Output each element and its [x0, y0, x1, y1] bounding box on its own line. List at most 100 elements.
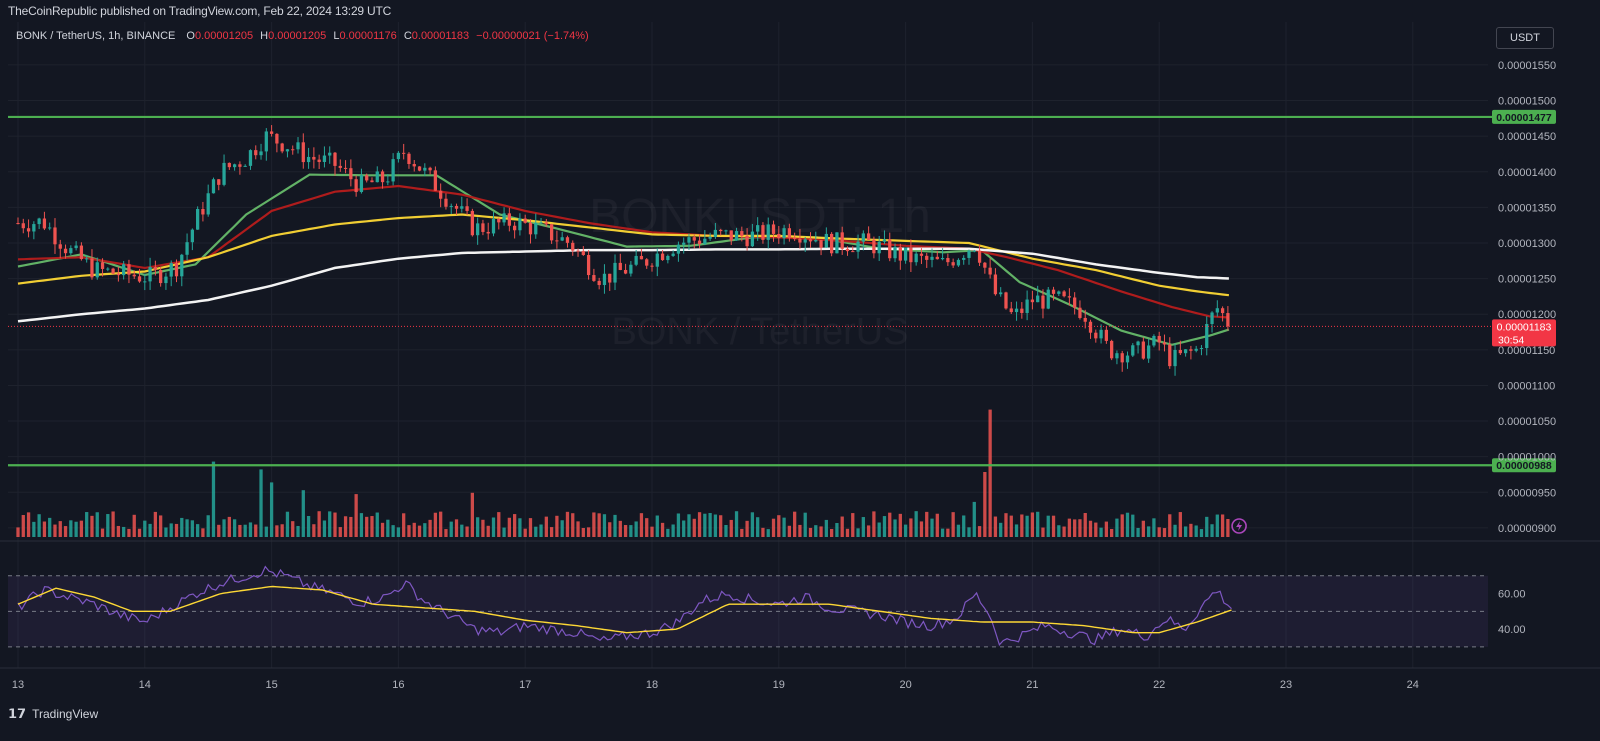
price-tick-label: 0.00001550: [1498, 60, 1556, 72]
flash-bolt-icon: [1236, 521, 1243, 531]
volume-bar: [106, 514, 110, 537]
time-tick-label: 20: [899, 679, 911, 691]
volume-bar: [824, 519, 828, 537]
volume-bar: [835, 523, 839, 537]
tradingview-logo[interactable]: 𝟭𝟳 TradingView: [8, 706, 98, 722]
candle-body: [993, 274, 998, 295]
volume-bar: [338, 527, 342, 537]
volume-bar: [676, 513, 681, 537]
candle-body: [1046, 289, 1050, 309]
time-tick-label: 22: [1153, 679, 1165, 691]
time-tick-label: 13: [12, 679, 24, 691]
price-tick-label: 0.00001100: [1498, 380, 1555, 392]
volume-bar: [586, 527, 591, 537]
candle-body: [930, 256, 934, 260]
candle-body: [1030, 299, 1035, 303]
low-label: L: [333, 30, 340, 42]
candle-body: [476, 223, 480, 236]
candle-body: [523, 218, 527, 223]
candle-body: [1014, 308, 1019, 313]
candle-body: [1194, 348, 1198, 351]
volume-bar: [227, 516, 231, 537]
candle-body: [143, 281, 147, 283]
candle-body: [1041, 295, 1045, 309]
moving-average-line: [17, 247, 1229, 323]
volume-bar: [254, 524, 258, 537]
volume-bar: [433, 512, 438, 537]
currency-button[interactable]: USDT: [1496, 27, 1554, 49]
volume-bar: [1115, 518, 1119, 537]
candle-body: [808, 239, 813, 242]
candle-body: [512, 225, 517, 231]
volume-bar: [291, 521, 295, 537]
time-tick-label: 19: [773, 679, 785, 691]
candle-body: [481, 223, 485, 232]
volume-bar: [333, 512, 337, 537]
volume-bar: [1020, 514, 1024, 537]
candle-body: [507, 213, 511, 226]
volume-bar: [682, 520, 686, 537]
volume-bar: [370, 516, 374, 537]
volume-bar: [766, 529, 770, 537]
volume-bar: [174, 523, 179, 537]
candle-body: [116, 273, 121, 276]
volume-bar: [518, 518, 522, 537]
horizontal-level-label: 0.00001477: [1496, 112, 1552, 124]
candle-body: [687, 237, 691, 243]
volume-bar: [1131, 514, 1135, 537]
candle-body: [111, 268, 115, 274]
candle-body: [940, 258, 945, 260]
volume-bar: [365, 516, 369, 537]
candle-body: [872, 239, 876, 254]
volume-bar: [940, 528, 945, 537]
volume-bar: [946, 528, 950, 537]
volume-bar: [977, 526, 982, 537]
candle-body: [756, 225, 760, 232]
candle-body: [275, 133, 279, 144]
volume-bar: [808, 527, 813, 537]
candle-body: [100, 262, 105, 269]
volume-bar: [306, 516, 311, 537]
candle-body: [53, 227, 57, 245]
candle-body: [1210, 312, 1214, 325]
candle-body: [248, 150, 253, 166]
high-value: 0.00001205: [268, 30, 327, 42]
volume-bar: [898, 513, 902, 537]
candle-body: [206, 193, 210, 215]
candle-body: [95, 262, 99, 278]
volume-bar: [1067, 518, 1072, 537]
candle-body: [148, 267, 152, 282]
volume-bar: [285, 511, 290, 537]
volume-bar: [734, 511, 739, 537]
candle-body: [396, 152, 401, 160]
candle-body: [608, 273, 612, 283]
candle-body: [946, 258, 950, 263]
volume-bar: [1183, 526, 1188, 537]
candle-body: [137, 276, 142, 282]
candle-body: [771, 224, 776, 234]
candle-body: [565, 237, 570, 243]
candle-body: [1162, 342, 1167, 345]
candle-body: [185, 242, 189, 255]
volume-bar: [1009, 515, 1013, 537]
candle-body: [338, 165, 342, 168]
flash-icon: [1231, 518, 1247, 534]
symbol-legend[interactable]: BONK / TetherUS, 1h, BINANCE O0.00001205…: [16, 30, 589, 42]
candle-body: [190, 229, 194, 243]
high-label: H: [260, 30, 269, 42]
candle-body: [618, 262, 622, 270]
candle-body: [195, 209, 200, 230]
volume-bar: [645, 518, 649, 537]
candle-body: [719, 229, 723, 231]
volume-bar: [877, 522, 881, 537]
candle-body: [528, 222, 533, 235]
rsi-line: [17, 565, 1232, 646]
price-tick-label: 0.00000900: [1498, 523, 1556, 535]
volume-bar: [539, 524, 543, 537]
candle-body: [581, 251, 585, 255]
volume-bar: [375, 512, 379, 537]
symbol-name[interactable]: BONK / TetherUS, 1h, BINANCE: [16, 30, 176, 42]
candle-body: [835, 232, 839, 254]
volume-bar: [248, 522, 253, 537]
